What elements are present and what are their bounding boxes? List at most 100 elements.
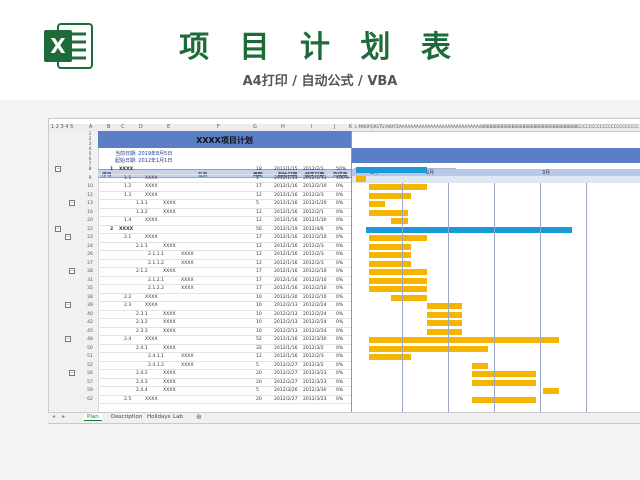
column-letter[interactable]: F (217, 124, 220, 130)
gantt-bar[interactable] (368, 209, 408, 216)
table-row[interactable]: 2.4 XXXX 52 2012/1/16 2012/3/30 0% (98, 336, 351, 345)
tab-plan[interactable]: Plan (84, 414, 102, 421)
gantt-bar[interactable] (472, 362, 489, 369)
row-number[interactable]: 6 (88, 157, 92, 162)
row-number[interactable]: 13 (87, 201, 93, 206)
table-row[interactable]: 2.1.2.1 XXXX 17 2012/1/16 2012/2/10 0% (98, 277, 351, 286)
row-number[interactable]: 24 (87, 243, 93, 249)
gantt-bar[interactable] (368, 277, 427, 284)
table-row[interactable]: 2.1.1 XXXX 12 2012/1/16 2012/2/3 0% (98, 243, 351, 252)
gantt-bar[interactable] (368, 201, 385, 207)
gantt-bar[interactable] (368, 286, 427, 292)
table-row[interactable]: 2.4.1.2 XXXX 5 2012/2/27 2012/3/2 0% (98, 362, 351, 371)
column-letter[interactable]: B (107, 124, 111, 130)
row-number[interactable]: 1 (88, 132, 92, 137)
row-number[interactable]: 2 (88, 137, 92, 142)
gantt-bar[interactable] (426, 328, 463, 335)
gantt-bar[interactable] (426, 303, 463, 309)
row-number[interactable]: 20 (87, 218, 93, 223)
row-number[interactable]: 51 (87, 354, 93, 359)
row-number[interactable]: 48 (87, 337, 93, 342)
gantt-bar[interactable] (368, 260, 411, 267)
row-number[interactable]: 38 (87, 294, 93, 300)
row-number[interactable]: 9 (88, 175, 92, 181)
row-number[interactable]: 5 (88, 152, 92, 157)
outline-collapse-icon[interactable]: − (69, 370, 75, 376)
gantt-bar[interactable] (368, 337, 559, 343)
row-number[interactable]: 28 (87, 269, 93, 274)
row-number[interactable]: 8 (88, 167, 92, 172)
table-row[interactable]: 2.4.1 XXXX 32 2012/1/16 2012/3/2 0% (98, 345, 351, 354)
column-letter[interactable]: E (167, 124, 171, 130)
column-letter[interactable]: D (139, 124, 143, 130)
gantt-bar[interactable] (368, 243, 411, 250)
row-number[interactable]: 12 (87, 192, 93, 198)
row-number[interactable]: 39 (87, 303, 93, 308)
outline-collapse-icon[interactable]: − (65, 302, 71, 308)
column-letter[interactable]: H (281, 124, 285, 130)
gantt-bar[interactable] (368, 192, 411, 199)
outline-collapse-icon[interactable]: − (65, 336, 71, 342)
gantt-bar[interactable] (365, 226, 572, 233)
row-number[interactable]: 27 (87, 260, 93, 266)
table-row[interactable]: 2.3.2 XXXX 10 2012/2/13 2012/2/24 0% (98, 319, 351, 328)
column-letter[interactable]: A (89, 124, 93, 130)
row-number[interactable]: 57 (87, 379, 93, 385)
outline-collapse-icon[interactable]: − (55, 166, 61, 172)
gantt-bar[interactable] (368, 235, 427, 241)
row-number[interactable]: 23 (87, 235, 93, 240)
table-row[interactable]: 2.1.1.2 XXXX 12 2012/1/16 2012/2/3 0% (98, 260, 351, 269)
tab-lab[interactable]: Lab (173, 414, 183, 420)
gantt-bar[interactable] (472, 371, 537, 377)
outline-collapse-icon[interactable]: − (55, 225, 61, 232)
gantt-bar[interactable] (472, 396, 537, 403)
column-letter[interactable]: K (349, 124, 353, 130)
row-number[interactable]: 22 (87, 226, 93, 232)
gantt-bar[interactable] (368, 184, 427, 190)
row-number[interactable]: 59 (87, 388, 93, 393)
row-number[interactable]: 42 (87, 320, 93, 325)
gantt-bar[interactable] (426, 320, 463, 326)
row-number[interactable]: 31 (87, 277, 93, 283)
table-row[interactable]: 2.5 XXXX 20 2012/2/27 2012/3/23 0% (98, 396, 351, 405)
table-row[interactable]: 2.3.3 XXXX 10 2012/2/13 2012/2/24 0% (98, 328, 351, 337)
outline-collapse-icon[interactable]: − (69, 268, 75, 274)
table-row[interactable]: 2.1 XXXX 17 2012/1/16 2012/2/10 0% (98, 234, 351, 243)
table-row[interactable]: 1 XXXX 18 2012/1/15 2012/2/1 50% (98, 166, 351, 175)
table-row[interactable]: 1.4 XXXX 12 2012/1/16 2012/1/30 0% (98, 217, 351, 226)
row-number[interactable]: 35 (87, 286, 93, 291)
table-row[interactable]: 2.3.1 XXXX 10 2012/2/13 2012/2/24 0% (98, 311, 351, 320)
table-row[interactable]: 2.4.3 XXXX 20 2012/2/27 2012/3/23 0% (98, 379, 351, 388)
row-number[interactable]: 10 (87, 184, 93, 189)
row-number[interactable]: 56 (87, 371, 93, 376)
table-row[interactable]: 2.3 XXXX 10 2012/2/13 2012/2/24 0% (98, 302, 351, 311)
table-row[interactable]: 1.2 XXXX 17 2012/1/16 2012/2/10 0% (98, 183, 351, 192)
table-row[interactable]: 1.3.1 XXXX 5 2012/1/16 2012/1/20 0% (98, 200, 351, 209)
row-number[interactable]: 62 (87, 396, 93, 402)
gantt-bar[interactable] (356, 175, 366, 182)
row-number[interactable]: 16 (87, 209, 93, 215)
gantt-bar[interactable] (542, 388, 559, 394)
row-number[interactable]: 3 (88, 142, 92, 147)
gantt-bar[interactable] (391, 294, 427, 301)
column-letter[interactable]: G (253, 124, 257, 130)
outline-collapse-icon[interactable]: − (65, 234, 71, 240)
table-row[interactable]: 2.4.4 XXXX 5 2012/3/26 2012/3/30 0% (98, 387, 351, 396)
table-row[interactable]: 2.1.2.2 XXXX 17 2012/1/16 2012/2/10 0% (98, 285, 351, 294)
table-row[interactable]: 1.1 XXXX 1 2012/1/13 2012/1/13 100% (98, 175, 351, 184)
gantt-bar[interactable] (391, 218, 408, 224)
gantt-bar[interactable] (356, 167, 427, 173)
gantt-bar[interactable] (472, 379, 537, 386)
gantt-bar[interactable] (426, 311, 463, 318)
table-row[interactable]: 2.2 XXXX 10 2012/1/30 2012/2/10 0% (98, 294, 351, 303)
row-number[interactable]: 50 (87, 345, 93, 351)
outline-collapse-icon[interactable]: − (69, 200, 75, 206)
gantt-bar[interactable] (368, 269, 427, 275)
gantt-bar[interactable] (368, 252, 411, 258)
column-letter[interactable]: I (311, 124, 313, 130)
table-row[interactable]: 2.1.1.1 XXXX 12 2012/1/16 2012/2/3 0% (98, 251, 351, 260)
column-letter[interactable]: C (121, 124, 125, 130)
table-row[interactable]: 1.3.2 XXXX 12 2012/1/16 2012/2/1 0% (98, 209, 351, 218)
row-number[interactable]: 7 (88, 162, 92, 167)
row-number[interactable]: 52 (87, 362, 93, 368)
